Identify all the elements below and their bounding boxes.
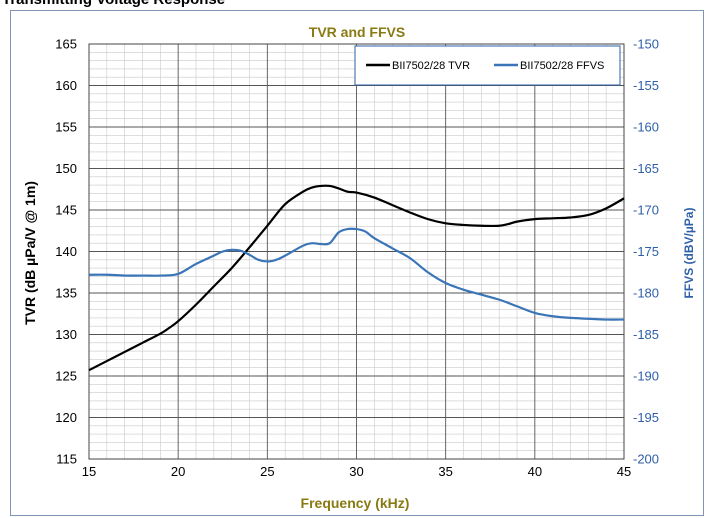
x-tick-label: 45 (617, 464, 631, 479)
right-tick-label: -185 (633, 327, 659, 342)
x-tick-label: 40 (528, 464, 542, 479)
chart-title: TVR and FFVS (309, 24, 405, 40)
legend: BII7502/28 TVR BII7502/28 FFVS (354, 45, 621, 86)
x-tick-label: 15 (82, 464, 96, 479)
right-tick-label: -165 (633, 161, 659, 176)
left-tick-label: 160 (55, 78, 77, 93)
x-tick-label: 35 (438, 464, 452, 479)
right-tick-label: -180 (633, 286, 659, 301)
left-tick-label: 165 (55, 37, 77, 52)
x-tick-label: 25 (260, 464, 274, 479)
legend-label-tvr: BII7502/28 TVR (392, 60, 470, 72)
x-axis-label: Frequency (kHz) (301, 495, 410, 511)
right-tick-label: -160 (633, 120, 659, 135)
left-axis-label: TVR (dB µPa/V @ 1m) (22, 181, 38, 325)
ffvs-series-line (88, 227, 625, 321)
right-tick-label: -190 (633, 369, 659, 384)
right-tick-label: -200 (633, 452, 659, 467)
right-tick-label: -175 (633, 244, 659, 259)
series-layer (88, 184, 625, 372)
plot-area-border (88, 43, 625, 460)
right-tick-label: -150 (633, 37, 659, 52)
left-tick-label: 120 (55, 410, 77, 425)
left-tick-label: 140 (55, 244, 77, 259)
left-tick-label: 145 (55, 203, 77, 218)
page-heading: Transmitting Voltage Response (2, 0, 225, 8)
tvr-series-line (88, 184, 625, 372)
left-tick-label: 130 (55, 327, 77, 342)
left-tick-label: 115 (56, 452, 77, 467)
left-tick-label: 135 (55, 286, 77, 301)
tick-labels: 15 20 25 30 35 40 45 115 120 125 130 135 140 145 150 15… (55, 37, 659, 480)
x-tick-label: 30 (349, 464, 363, 479)
legend-box (354, 45, 621, 86)
legend-label-ffvs: BII7502/28 FFVS (520, 60, 604, 72)
left-tick-label: 125 (55, 369, 77, 384)
right-tick-label: -195 (633, 410, 659, 425)
major-grid (88, 43, 625, 460)
left-tick-label: 155 (55, 120, 77, 135)
left-tick-label: 150 (55, 161, 77, 176)
right-tick-label: -155 (633, 78, 659, 93)
right-tick-label: -170 (633, 203, 659, 218)
right-axis-label: FFVS (dBV/µPa) (682, 208, 696, 299)
x-tick-label: 20 (171, 464, 185, 479)
